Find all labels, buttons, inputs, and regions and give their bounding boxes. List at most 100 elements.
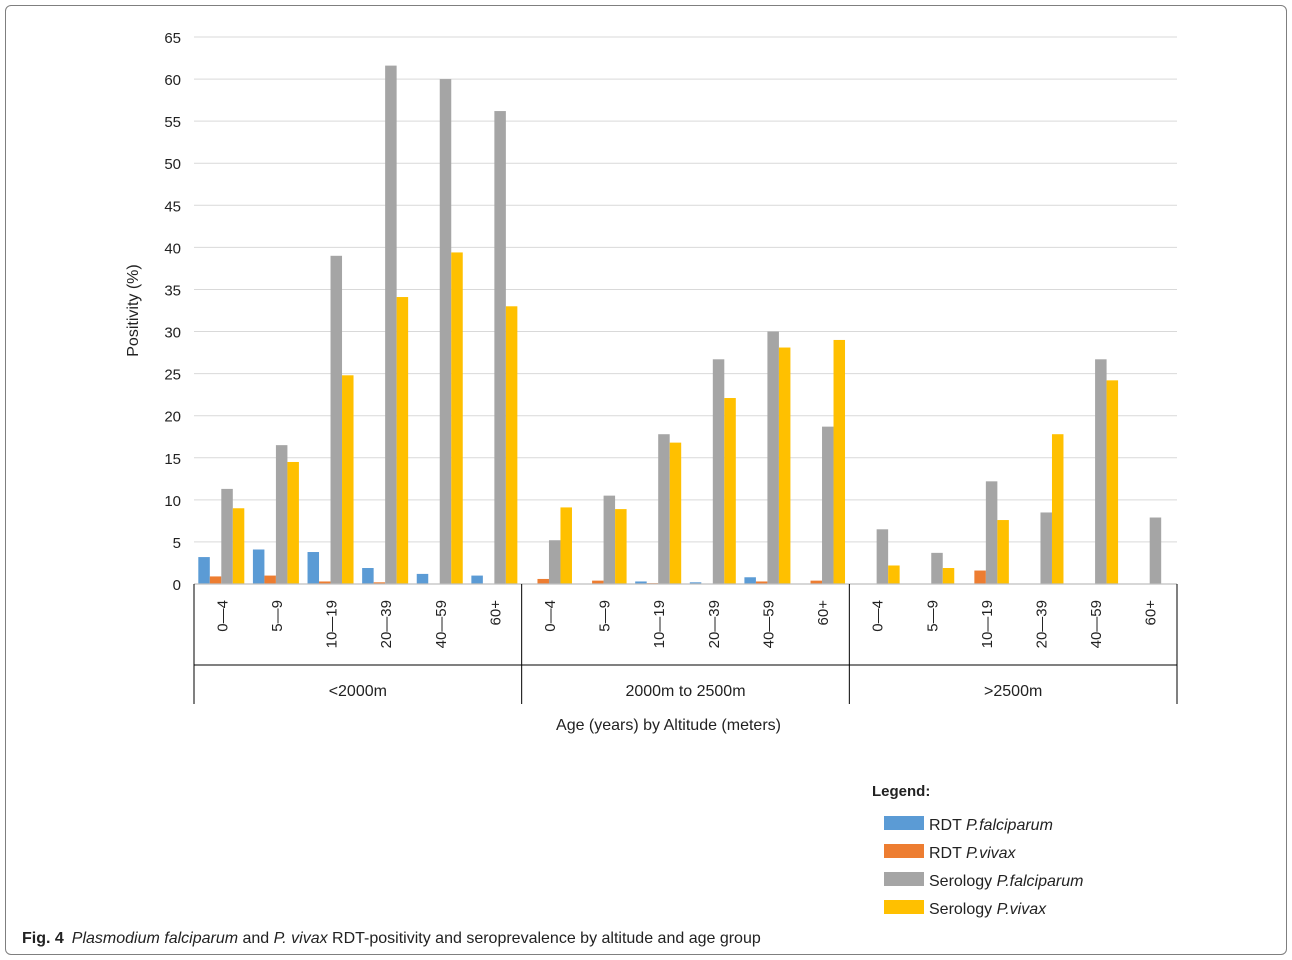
y-tick-label: 40 bbox=[164, 240, 181, 257]
bar-rdt-pfalciparum bbox=[689, 582, 702, 584]
bar-serology-pvivax bbox=[232, 508, 245, 584]
bar-serology-pvivax bbox=[396, 297, 409, 584]
legend-entry: Serology P.falciparum bbox=[929, 873, 1083, 890]
bar-serology-pvivax bbox=[724, 398, 736, 584]
bar-serology-pvivax bbox=[615, 509, 627, 584]
bar-rdt-pvivax bbox=[373, 582, 386, 584]
bar-rdt-pvivax bbox=[209, 576, 222, 584]
x-tick-label: 10—19 bbox=[979, 600, 996, 648]
x-tick-label: 20—39 bbox=[706, 600, 723, 648]
bar-serology-pfalciparum bbox=[712, 359, 725, 584]
y-tick-label: 35 bbox=[164, 282, 181, 299]
bar-rdt-pfalciparum bbox=[307, 552, 320, 584]
bar-serology-pfalciparum bbox=[1095, 359, 1107, 584]
x-axis-label: Age (years) by Altitude (meters) bbox=[556, 717, 781, 734]
bar-serology-pfalciparum bbox=[548, 540, 561, 584]
legend-swatch bbox=[884, 816, 924, 830]
group-label: <2000m bbox=[329, 683, 387, 700]
legend-swatch bbox=[884, 844, 924, 858]
bar-rdt-pfalciparum bbox=[252, 549, 265, 584]
bar-serology-pvivax bbox=[287, 461, 299, 584]
x-tick-label: 10—19 bbox=[651, 600, 668, 648]
x-tick-label: 60+ bbox=[815, 600, 832, 626]
bar-serology-pvivax bbox=[778, 347, 791, 584]
x-tick-label: 20—39 bbox=[1033, 600, 1050, 648]
bar-serology-pfalciparum bbox=[767, 331, 779, 584]
bar-chart: 0 5 10 15 20 25 30 35 40 45 50 55 60 65 Positivity (%)… bbox=[125, 30, 1178, 918]
legend-entry: Serology P.vivax bbox=[929, 901, 1047, 918]
bar-rdt-pvivax bbox=[810, 580, 823, 584]
y-axis-label: Positivity (%) bbox=[125, 264, 142, 356]
bar-serology-pfalciparum bbox=[985, 481, 998, 584]
x-tick-label: 20—39 bbox=[378, 600, 395, 648]
legend-entry: RDT P.falciparum bbox=[929, 817, 1053, 834]
caption-italic-species-1: Plasmodium falciparum bbox=[71, 930, 239, 947]
x-tick-label: 60+ bbox=[487, 600, 504, 626]
bar-rdt-pfalciparum bbox=[416, 573, 429, 584]
y-tick-label: 50 bbox=[164, 156, 181, 173]
y-tick-label: 45 bbox=[164, 198, 181, 215]
bar-serology-pfalciparum bbox=[603, 495, 616, 584]
x-tick-label: 0—4 bbox=[542, 600, 559, 632]
bar-rdt-pvivax bbox=[319, 581, 331, 584]
x-tick-label: 60+ bbox=[1143, 600, 1160, 626]
y-tick-label: 65 bbox=[164, 30, 181, 47]
x-tick-label: 5—9 bbox=[269, 600, 286, 632]
bar-serology-pvivax bbox=[1051, 434, 1064, 584]
bar-rdt-pvivax bbox=[974, 570, 986, 584]
bar-serology-pvivax bbox=[560, 507, 572, 584]
bar-serology-pfalciparum bbox=[439, 79, 452, 585]
bar-serology-pvivax bbox=[942, 568, 955, 584]
group-label: >2500m bbox=[984, 683, 1042, 700]
y-tick-label: 30 bbox=[164, 325, 181, 342]
y-tick-label: 55 bbox=[164, 114, 181, 131]
bar-serology-pfalciparum bbox=[385, 65, 397, 584]
caption-italic-species-2: P. vivax bbox=[273, 930, 328, 947]
bar-serology-pvivax bbox=[342, 375, 354, 584]
bar-serology-pvivax bbox=[669, 442, 682, 584]
bar-serology-pfalciparum bbox=[822, 426, 834, 584]
legend-entry: RDT P.vivax bbox=[929, 845, 1017, 862]
figure-frame bbox=[5, 5, 1287, 955]
bar-serology-pfalciparum bbox=[275, 445, 288, 584]
x-tick-label: 40—59 bbox=[1088, 600, 1105, 648]
bar-rdt-pvivax bbox=[755, 581, 768, 584]
x-tick-label: 40—59 bbox=[433, 600, 450, 648]
y-tick-label: 0 bbox=[173, 577, 181, 594]
y-tick-label: 15 bbox=[164, 451, 181, 468]
bar-serology-pfalciparum bbox=[494, 111, 506, 584]
x-tick-label: 5—9 bbox=[924, 600, 941, 632]
bar-serology-pvivax bbox=[505, 306, 518, 584]
bar-serology-pvivax bbox=[451, 252, 463, 585]
bar-serology-pfalciparum bbox=[876, 529, 889, 584]
bar-serology-pfalciparum bbox=[931, 552, 943, 584]
x-tick-label: 5—9 bbox=[597, 600, 614, 632]
legend-swatch bbox=[884, 872, 924, 886]
bar-serology-pvivax bbox=[833, 339, 846, 584]
bar-rdt-pfalciparum bbox=[362, 568, 374, 584]
bar-rdt-pfalciparum bbox=[471, 575, 483, 584]
legend-title: Legend: bbox=[872, 783, 930, 800]
x-tick-label: 0—4 bbox=[214, 600, 231, 632]
y-tick-label: 60 bbox=[164, 72, 181, 89]
caption-text-2: RDT-positivity and seroprevalence by alt… bbox=[327, 930, 761, 947]
bar-rdt-pvivax bbox=[592, 580, 604, 584]
x-tick-label: 0—4 bbox=[870, 600, 887, 632]
bar-serology-pvivax bbox=[1106, 380, 1119, 584]
figure-caption: Fig. 4 Plasmodium falciparum and P. vivax… bbox=[22, 930, 761, 948]
bar-rdt-pvivax bbox=[264, 575, 276, 584]
legend-swatch bbox=[884, 900, 924, 914]
bar-serology-pfalciparum bbox=[330, 255, 343, 585]
figure-caption-label: Fig. 4 bbox=[22, 930, 64, 947]
bar-rdt-pfalciparum bbox=[635, 581, 647, 584]
bar-serology-pfalciparum bbox=[1040, 512, 1052, 584]
x-tick-label: 40—59 bbox=[760, 600, 777, 648]
bar-serology-pfalciparum bbox=[221, 488, 233, 584]
x-tick-label: 10—19 bbox=[324, 600, 341, 648]
caption-text-1: and bbox=[238, 930, 274, 947]
bar-rdt-pfalciparum bbox=[744, 577, 756, 584]
y-tick-label: 5 bbox=[173, 535, 181, 552]
bar-rdt-pvivax bbox=[537, 578, 549, 584]
y-tick-label: 10 bbox=[164, 493, 181, 510]
y-tick-label: 20 bbox=[164, 409, 181, 426]
